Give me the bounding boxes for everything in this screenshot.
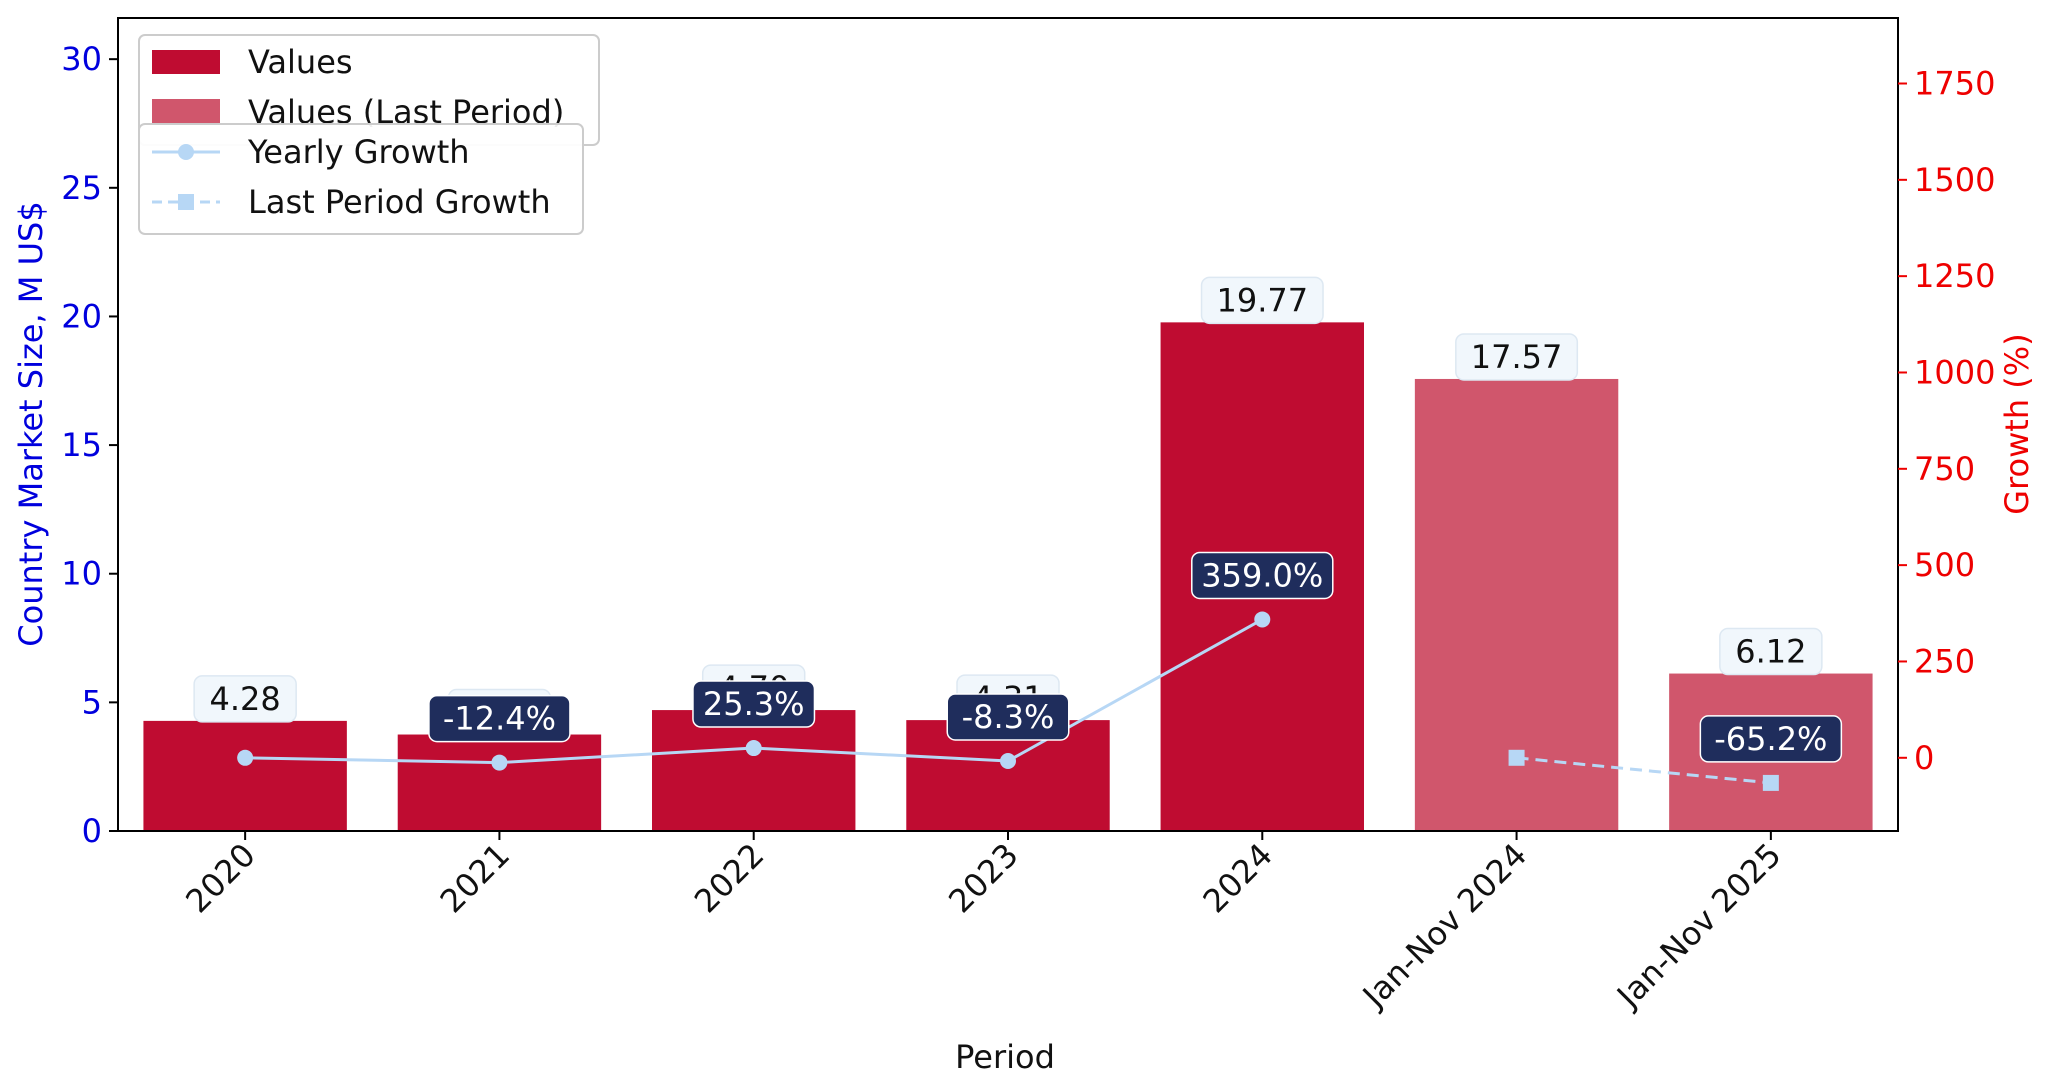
- legend-label-yearly-growth: Yearly Growth: [247, 133, 470, 171]
- value-label-4-text: 19.77: [1216, 281, 1308, 319]
- legend-swatch-last-period: [152, 99, 220, 123]
- yearly-growth-label-1: -12.4%: [428, 694, 571, 743]
- value-label-4-box: [1200, 276, 1324, 325]
- legend-lines: Yearly Growth Last Period Growth: [138, 123, 584, 235]
- yearly-growth-label-4: 359.0%: [1191, 551, 1334, 600]
- yearly-growth-point-1: [491, 754, 508, 771]
- y2-tick-label-3: 750: [1914, 450, 1975, 488]
- value-label-0: 4.28: [193, 675, 297, 723]
- yearly-growth-label-3-text: -8.3%: [962, 698, 1055, 736]
- y-tick-label-5: 25: [61, 169, 102, 207]
- value-label-5: 17.57: [1455, 333, 1579, 381]
- bar-1: [397, 734, 602, 831]
- yearly-growth-label-2: 25.3%: [692, 680, 816, 728]
- x-tick-label-5: Jan-Nov 2024: [1354, 836, 1534, 1016]
- yearly-growth-label-4-text: 359.0%: [1201, 556, 1323, 594]
- last-period-growth-label-1: -65.2%: [1699, 715, 1843, 763]
- value-label-6: 6.12: [1719, 627, 1823, 676]
- yearly-growth-label-3-box: [946, 693, 1070, 741]
- x-tick-label-6: Jan-Nov 2025: [1608, 836, 1788, 1016]
- value-label-6-box: [1719, 627, 1823, 676]
- legend-marker-yearly-growth: [178, 144, 194, 160]
- legend-marker-last-period-growth: [178, 194, 194, 210]
- yearly-growth-point-2: [745, 740, 762, 757]
- value-label-5-box: [1455, 333, 1579, 381]
- data-labels-layer: 4.283.754.704.3119.7717.576.12-12.4%25.3…: [193, 276, 1843, 763]
- y2-tick-label-5: 1250: [1914, 257, 1995, 295]
- legend-label-last-period-growth: Last Period Growth: [248, 183, 551, 221]
- legend-label-values: Values: [248, 43, 353, 81]
- value-label-4: 19.77: [1200, 276, 1324, 325]
- growth-lines-layer: [237, 611, 1779, 791]
- y2-tick-label-0: 0: [1914, 739, 1934, 777]
- legend-swatch-values: [152, 50, 220, 74]
- bar-2: [652, 710, 856, 831]
- value-label-0-text: 4.28: [210, 680, 281, 718]
- x-tick-label-1: 2021: [433, 836, 517, 920]
- y-tick-label-4: 20: [61, 297, 102, 335]
- value-label-0-box: [193, 675, 297, 723]
- y-tick-label-3: 15: [61, 426, 102, 464]
- y-tick-label-0: 0: [82, 812, 102, 850]
- last-period-growth-line: [1516, 756, 1772, 785]
- y2-tick-label-7: 1750: [1914, 65, 1995, 103]
- bar-0: [143, 720, 347, 831]
- y-axis-title: Country Market Size, M US$: [12, 201, 50, 646]
- last-period-growth-point-1: [1762, 774, 1779, 791]
- value-label-6-text: 6.12: [1735, 633, 1806, 671]
- y2-axis-title: Growth (%): [1998, 333, 2036, 514]
- last-period-growth-point-0: [1508, 749, 1525, 766]
- x-tick-label-2: 2022: [687, 836, 771, 920]
- y2-tick-label-1: 250: [1914, 642, 1975, 680]
- yearly-growth-point-0: [237, 749, 254, 766]
- yearly-growth-label-3: -8.3%: [946, 693, 1070, 741]
- x-tick-label-4: 2024: [1195, 836, 1279, 920]
- yearly-growth-label-1-text: -12.4%: [443, 700, 556, 738]
- y2-tick-label-2: 500: [1914, 546, 1975, 584]
- y-tick-label-1: 5: [82, 683, 102, 721]
- yearly-growth-point-3: [1000, 752, 1016, 769]
- value-label-5-text: 17.57: [1471, 338, 1563, 376]
- last-period-growth-label-1-box: [1699, 715, 1843, 763]
- yearly-growth-point-4: [1254, 611, 1271, 628]
- y2-tick-label-4: 1000: [1914, 353, 1995, 391]
- yearly-growth-label-1-box: [428, 694, 571, 743]
- yearly-growth-label-2-box: [692, 680, 816, 728]
- y-tick-label-6: 30: [61, 40, 102, 78]
- x-axis-title: Period: [955, 1038, 1055, 1076]
- legend-lines-frame: [138, 123, 584, 235]
- x-tick-label-0: 2020: [178, 836, 262, 920]
- yearly-growth-label-2-text: 25.3%: [703, 685, 805, 723]
- y2-tick-label-6: 1500: [1914, 161, 1995, 199]
- last-period-growth-label-1-text: -65.2%: [1714, 720, 1827, 758]
- yearly-growth-label-4-box: [1191, 551, 1334, 600]
- x-tick-label-3: 2023: [941, 836, 1025, 920]
- y-tick-label-2: 10: [61, 555, 102, 593]
